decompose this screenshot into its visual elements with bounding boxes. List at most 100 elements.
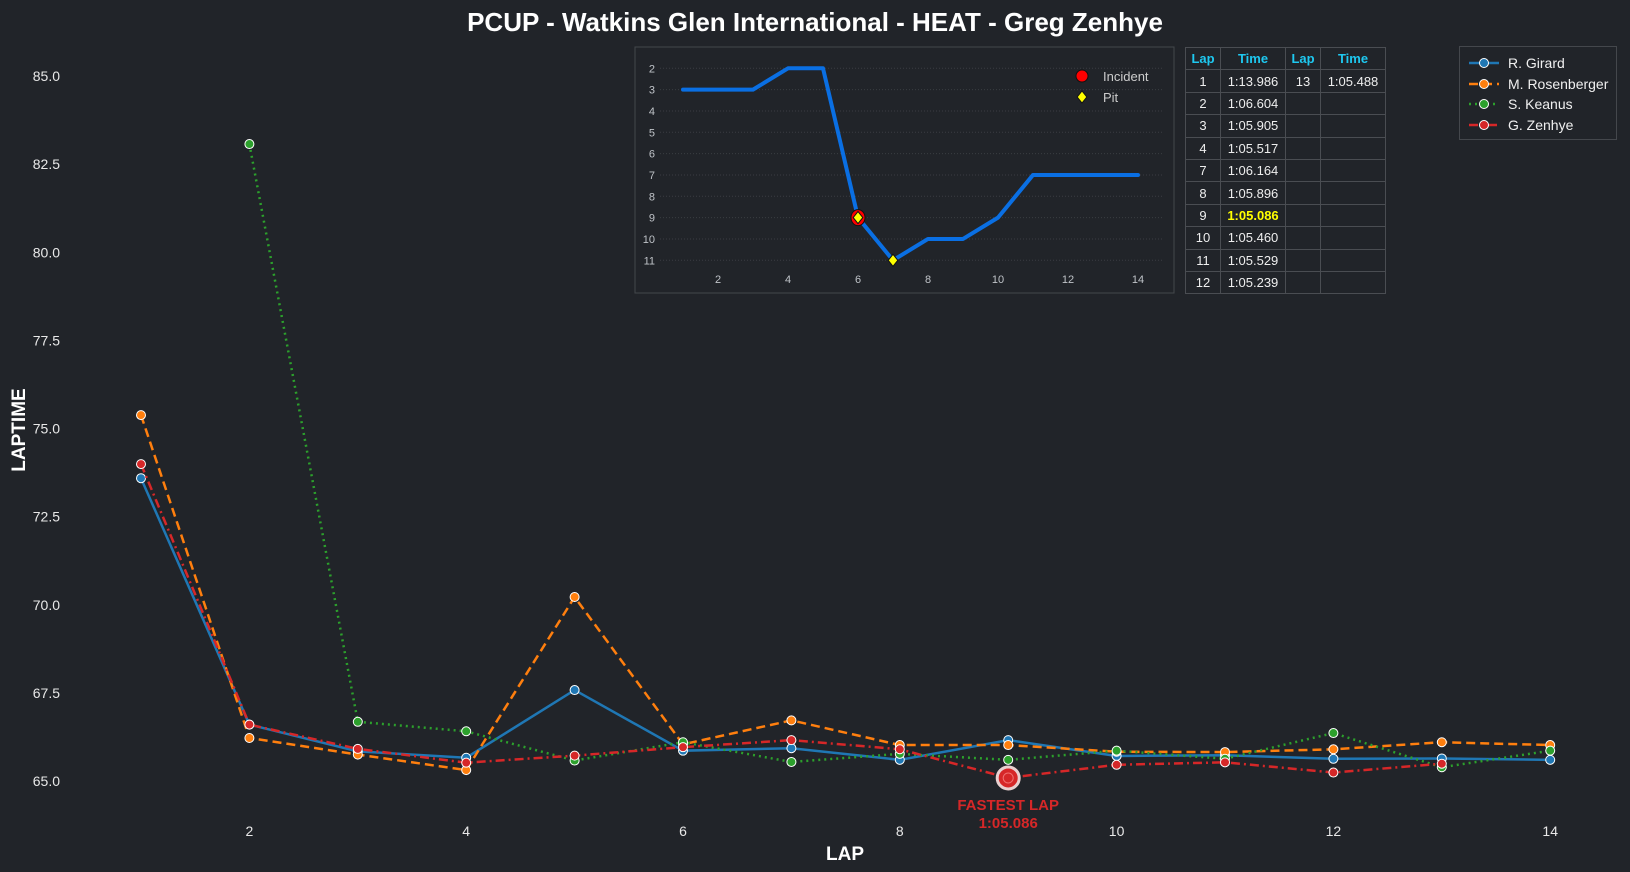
lap-number-cell: 11 <box>1185 248 1221 272</box>
table-row: 3 1:05.905 <box>1185 114 1386 138</box>
data-point <box>352 716 363 727</box>
lap-number-cell: 7 <box>1185 158 1221 183</box>
data-point <box>569 750 580 761</box>
x-tick-label: 6 <box>679 823 687 839</box>
y-tick-label: 67.5 <box>33 685 60 701</box>
table-row: 9 1:05.086 <box>1185 203 1386 228</box>
data-point <box>1436 737 1447 748</box>
pit-marker <box>887 253 899 268</box>
inset-y-tick-label: 11 <box>644 255 655 267</box>
data-point <box>569 591 580 602</box>
data-point <box>678 742 688 753</box>
legend-label: S. Keanus <box>1508 96 1573 113</box>
legend-line-icon <box>1469 119 1499 130</box>
y-tick-label: 65.0 <box>33 773 60 789</box>
data-point <box>1111 759 1122 770</box>
legend-item: S. Keanus <box>1468 94 1616 115</box>
x-tick-label: 2 <box>246 823 254 839</box>
fastest-lap-time: 1:05.086 <box>979 815 1038 832</box>
table-row: 10 1:05.460 <box>1185 226 1386 250</box>
inset-x-tick-label: 10 <box>992 274 1004 286</box>
series-line <box>139 463 1442 780</box>
inset-frame <box>634 46 1175 294</box>
x-tick-label: 10 <box>1109 823 1125 839</box>
inset-y-tick-label: 4 <box>649 106 655 118</box>
data-point <box>244 139 255 150</box>
lap-number-cell <box>1285 270 1321 295</box>
lap-time-table: Lap Time Lap Time 1 1:13.986 13 1:05.488 2 1:06.6… <box>1185 46 1386 295</box>
inset-x-tick-label: 12 <box>1062 274 1074 286</box>
inset-x-tick-label: 14 <box>1132 274 1144 286</box>
table-row: 11 1:05.529 <box>1185 248 1386 272</box>
legend-label: R. Girard <box>1508 55 1565 72</box>
lap-number-cell: 12 <box>1185 270 1221 295</box>
y-tick-label: 72.5 <box>33 509 60 525</box>
lap-time-cell: 1:13.986 <box>1220 69 1286 93</box>
lap-time-cell: 1:05.488 <box>1320 69 1386 93</box>
legend-item: R. Girard <box>1468 53 1616 74</box>
data-point <box>1328 728 1339 739</box>
data-point <box>1545 754 1556 765</box>
lap-number-cell <box>1285 114 1321 138</box>
series-m-rosenberger <box>136 410 1556 776</box>
series-g-zenhye <box>136 459 1447 783</box>
lap-number-cell: 10 <box>1185 226 1221 250</box>
legend-label: M. Rosenberger <box>1508 75 1609 92</box>
chart-title: PCUP - Watkins Glen International - HEAT… <box>467 7 1163 37</box>
lap-number-cell <box>1285 203 1321 228</box>
y-tick-label: 75.0 <box>33 421 60 437</box>
lap-number-cell <box>1285 136 1321 160</box>
lap-time-cell: 1:05.896 <box>1220 181 1286 205</box>
lap-time-cell <box>1320 248 1386 272</box>
data-point <box>1436 758 1447 769</box>
y-tick-label: 82.5 <box>33 156 60 172</box>
lap-number-cell <box>1285 248 1321 272</box>
chart-legend: R. Girard M. Rosenberger S. Keanus G. Zenhy… <box>1459 46 1617 140</box>
lap-time-cell: 1:05.905 <box>1220 114 1286 138</box>
legend-line-icon <box>1469 58 1499 69</box>
data-point <box>1003 754 1014 765</box>
x-axis-label: LAP <box>826 844 864 865</box>
lap-number-cell <box>1285 91 1321 116</box>
legend-line-icon <box>1469 99 1499 110</box>
data-point <box>136 459 146 470</box>
y-axis-label: LAPTIME <box>9 388 30 471</box>
lap-number-cell <box>1285 158 1321 183</box>
inset-x-tick-label: 2 <box>715 274 721 286</box>
data-point <box>352 743 363 754</box>
inset-x-tick-label: 4 <box>785 274 791 286</box>
table-row: 7 1:06.164 <box>1185 158 1386 183</box>
inset-y-tick-label: 8 <box>649 191 655 203</box>
inset-y-tick-label: 9 <box>649 213 655 225</box>
pit-marker <box>852 210 864 225</box>
y-tick-label: 77.5 <box>33 332 60 348</box>
lap-time-cell: 1:05.529 <box>1220 248 1286 272</box>
lap-time-cell: 1:05.239 <box>1220 270 1286 295</box>
data-point <box>244 719 255 730</box>
lap-number-cell: 9 <box>1185 203 1221 228</box>
lap-number-cell: 1 <box>1185 69 1221 93</box>
lap-number-cell: 4 <box>1185 136 1221 160</box>
inset-y-tick-label: 3 <box>649 85 655 97</box>
lap-time-cell <box>1320 114 1386 138</box>
lap-number-cell: 2 <box>1185 91 1221 116</box>
data-point <box>786 715 797 726</box>
data-point <box>136 473 146 484</box>
data-point <box>786 735 797 746</box>
data-point <box>786 756 797 767</box>
data-point <box>569 685 580 696</box>
data-point <box>894 744 905 755</box>
pit-legend-label: Pit <box>1103 90 1119 105</box>
table-row: 8 1:05.896 <box>1185 181 1386 205</box>
inset-y-tick-label: 10 <box>643 234 655 246</box>
lap-time-cell: 1:06.604 <box>1220 91 1286 116</box>
table-row: 1 1:13.986 13 1:05.488 <box>1185 69 1386 93</box>
lap-number-cell: 13 <box>1285 69 1321 93</box>
series-line <box>139 414 1551 772</box>
data-point <box>1328 767 1339 778</box>
lap-time-cell <box>1320 136 1386 160</box>
lap-number-cell <box>1285 181 1321 205</box>
series-line <box>139 477 1551 762</box>
data-point <box>1111 745 1122 756</box>
lap-time-cell <box>1320 91 1386 116</box>
